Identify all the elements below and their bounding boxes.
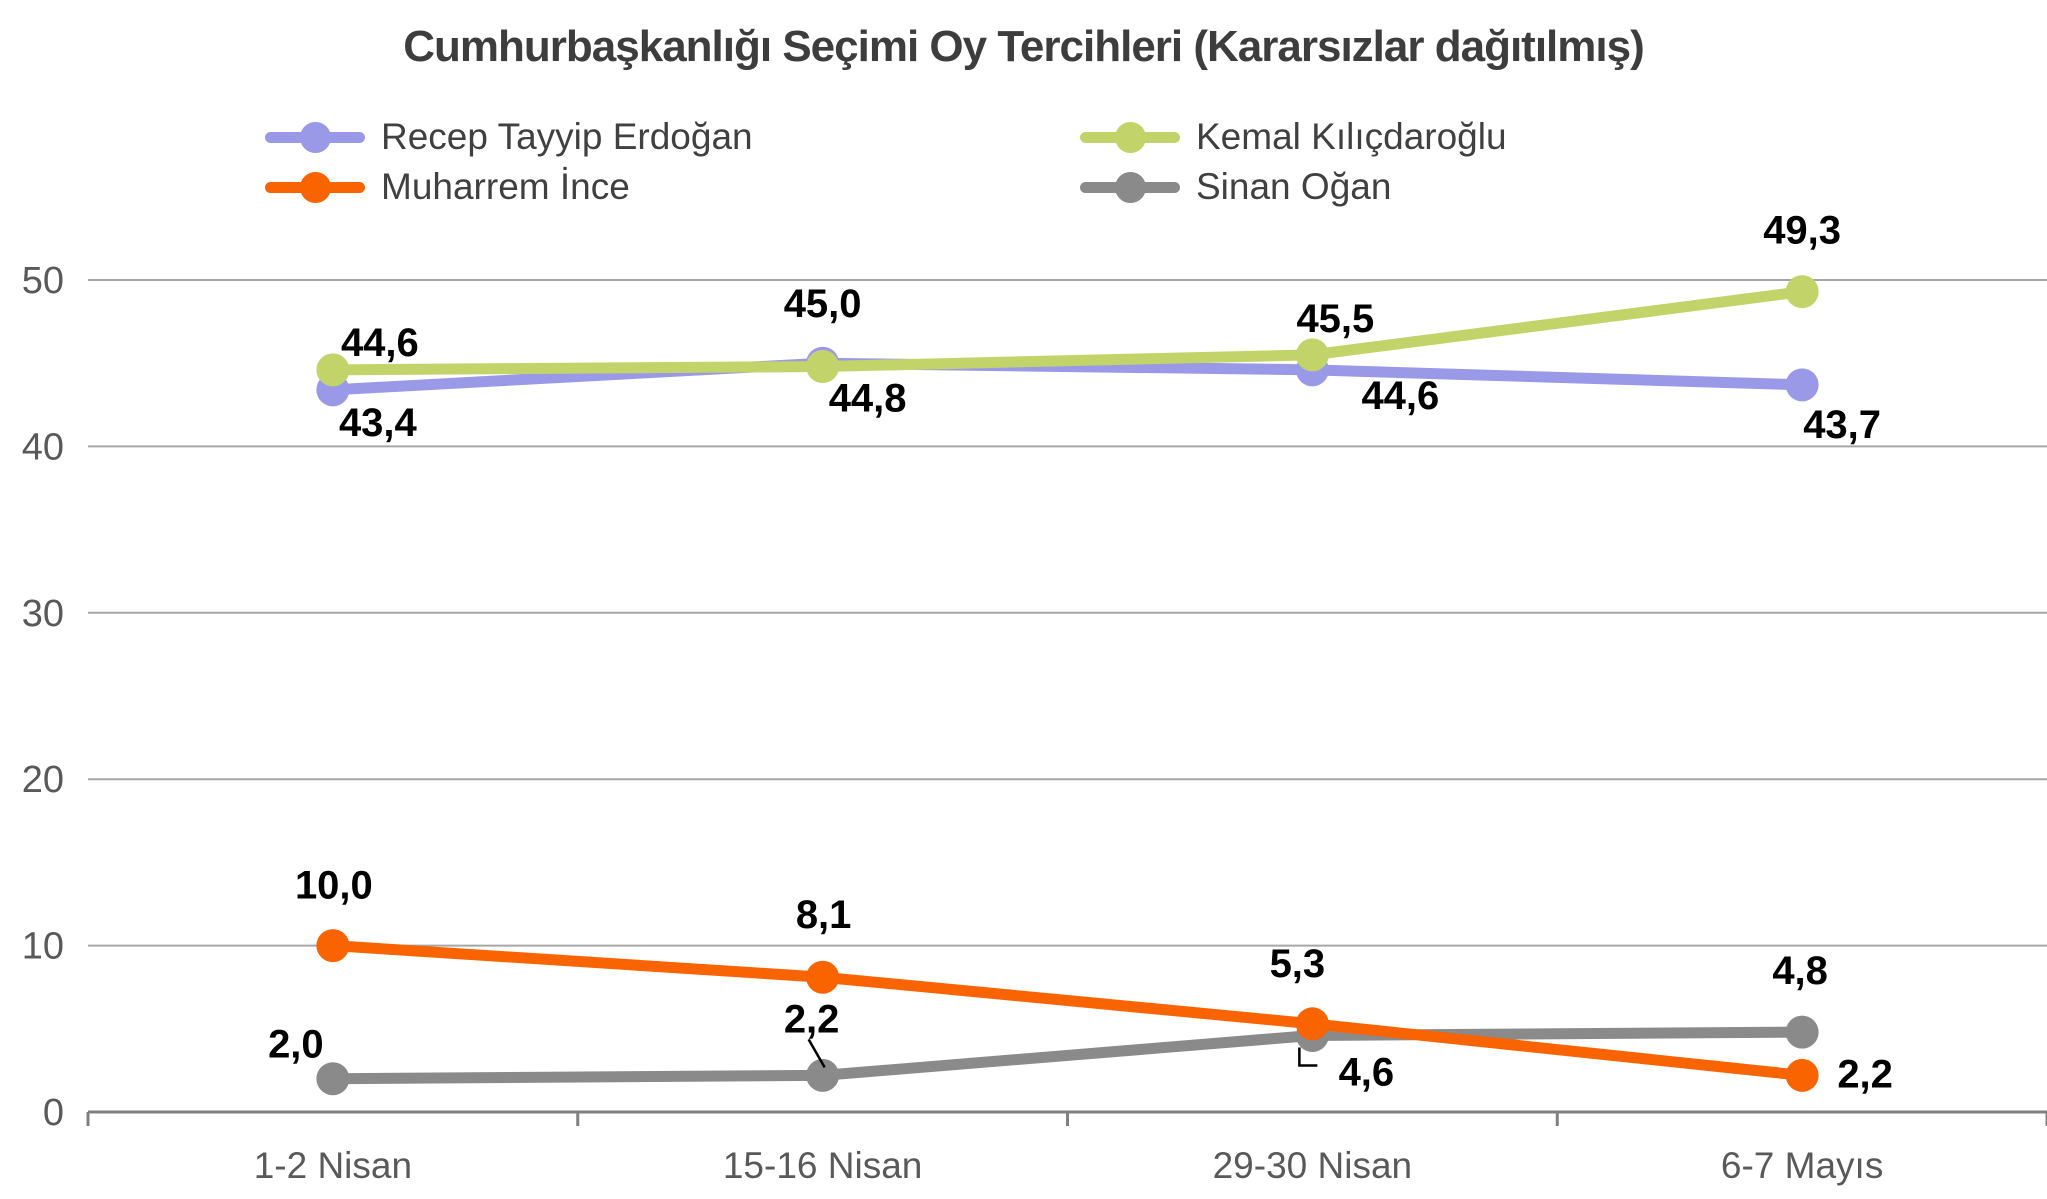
- legend-label-recep-tayyip-erdoğan: Recep Tayyip Erdoğan: [381, 116, 753, 157]
- data-point-sinan-oğan-0: [316, 1062, 350, 1096]
- data-point-muharrem-i̇nce-1: [806, 960, 840, 994]
- legend-item-kemal-kılıçdaroğlu: Kemal Kılıçdaroğlu: [1080, 112, 1507, 162]
- data-label-recep-tayyip-erdoğan-1: 45,0: [784, 282, 862, 326]
- label-leader-sinan-oğan-1: [807, 1038, 826, 1069]
- y-axis-label-0: 0: [43, 1092, 64, 1134]
- x-axis-label-15-16-nisan: 15-16 Nisan: [723, 1145, 923, 1186]
- data-label-recep-tayyip-erdoğan-0: 43,4: [339, 401, 418, 445]
- legend-label-muharrem-i̇nce: Muharrem İnce: [381, 166, 630, 207]
- data-point-muharrem-i̇nce-3: [1785, 1058, 1819, 1092]
- legend-marker-muharrem-i̇nce: [265, 171, 365, 203]
- legend-item-sinan-oğan: Sinan Oğan: [1080, 162, 1391, 212]
- data-label-muharrem-i̇nce-1: 8,1: [796, 893, 852, 937]
- data-point-sinan-oğan-1: [806, 1058, 840, 1092]
- legend-marker-kemal-kılıçdaroğlu: [1080, 121, 1180, 153]
- series-line-kemal-kılıçdaroğlu: [327, 286, 1808, 376]
- label-leader-sinan-oğan-2: [1298, 1047, 1318, 1067]
- y-axis-label-40: 40: [22, 426, 64, 468]
- legend-label-sinan-oğan: Sinan Oğan: [1196, 166, 1392, 207]
- data-label-recep-tayyip-erdoğan-2: 44,6: [1361, 374, 1439, 418]
- data-point-kemal-kılıçdaroğlu-0: [316, 353, 350, 387]
- data-point-recep-tayyip-erdoğan-3: [1785, 368, 1819, 402]
- y-axis-label-50: 50: [22, 260, 64, 302]
- y-axis-label-20: 20: [22, 759, 64, 801]
- data-point-kemal-kılıçdaroğlu-3: [1785, 275, 1819, 309]
- data-label-kemal-kılıçdaroğlu-2: 45,5: [1296, 297, 1374, 341]
- y-axis-label-30: 30: [22, 593, 64, 635]
- series-line-sinan-oğan: [327, 1026, 1808, 1085]
- data-label-muharrem-i̇nce-0: 10,0: [295, 864, 373, 908]
- legend-marker-dot: [1115, 121, 1146, 153]
- data-label-kemal-kılıçdaroğlu-1: 44,8: [829, 377, 907, 421]
- data-label-sinan-oğan-0: 2,0: [268, 1023, 324, 1067]
- legend-marker-dot: [300, 121, 331, 153]
- data-point-sinan-oğan-3: [1785, 1015, 1819, 1049]
- legend-marker-sinan-oğan: [1080, 171, 1180, 203]
- data-label-sinan-oğan-3: 4,8: [1772, 949, 1828, 993]
- data-label-kemal-kılıçdaroğlu-3: 49,3: [1763, 209, 1841, 253]
- legend-label-kemal-kılıçdaroğlu: Kemal Kılıçdaroğlu: [1196, 116, 1507, 157]
- data-label-kemal-kılıçdaroğlu-0: 44,6: [341, 321, 419, 365]
- data-label-sinan-oğan-2: 4,6: [1339, 1050, 1395, 1094]
- data-label-muharrem-i̇nce-2: 5,3: [1270, 942, 1326, 986]
- data-point-kemal-kılıçdaroğlu-1: [806, 350, 840, 384]
- legend-marker-dot: [300, 171, 331, 203]
- x-axis-label-6-7-mayıs: 6-7 Mayıs: [1721, 1145, 1883, 1186]
- data-label-sinan-oğan-1: 2,2: [784, 997, 840, 1041]
- data-label-muharrem-i̇nce-3: 2,2: [1837, 1052, 1893, 1096]
- legend-marker-recep-tayyip-erdoğan: [265, 121, 365, 153]
- data-point-kemal-kılıçdaroğlu-2: [1295, 338, 1329, 372]
- data-label-recep-tayyip-erdoğan-3: 43,7: [1803, 403, 1881, 447]
- series-line-muharrem-i̇nce: [327, 940, 1808, 1081]
- data-point-muharrem-i̇nce-0: [316, 929, 350, 963]
- legend-item-recep-tayyip-erdoğan: Recep Tayyip Erdoğan: [265, 112, 753, 162]
- x-axis-label-1-2-nisan: 1-2 Nisan: [254, 1145, 412, 1186]
- data-point-muharrem-i̇nce-2: [1295, 1007, 1329, 1041]
- legend-marker-dot: [1115, 171, 1146, 203]
- legend-item-muharrem-i̇nce: Muharrem İnce: [265, 162, 630, 212]
- series-line-recep-tayyip-erdoğan: [327, 357, 1808, 396]
- x-axis-label-29-30-nisan: 29-30 Nisan: [1213, 1145, 1413, 1186]
- chart-title: Cumhurbaşkanlığı Seçimi Oy Tercihleri (K…: [403, 22, 1645, 71]
- y-axis-label-10: 10: [22, 926, 64, 968]
